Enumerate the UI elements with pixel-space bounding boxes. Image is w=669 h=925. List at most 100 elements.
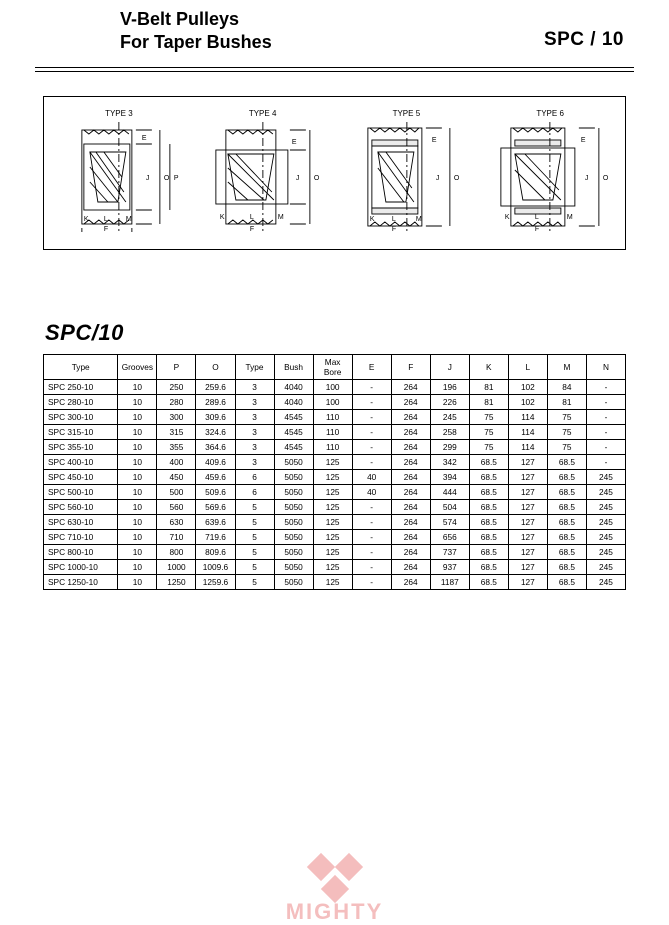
table-cell: 10: [118, 440, 157, 455]
table-cell: 68.5: [547, 470, 586, 485]
table-cell: 10: [118, 560, 157, 575]
dim-l: L: [535, 214, 539, 221]
table-cell: 125: [313, 500, 352, 515]
table-cell: -: [352, 455, 391, 470]
col-header: Grooves: [118, 355, 157, 380]
table-cell: 81: [547, 395, 586, 410]
table-cell: 355: [157, 440, 196, 455]
table-cell: 264: [391, 410, 430, 425]
table-cell: 1009.6: [196, 560, 235, 575]
table-cell: -: [352, 515, 391, 530]
dim-k: K: [84, 216, 89, 223]
table-cell: SPC 355-10: [44, 440, 118, 455]
table-cell: SPC 800-10: [44, 545, 118, 560]
table-cell: 264: [391, 440, 430, 455]
table-cell: 264: [391, 485, 430, 500]
table-cell: 245: [586, 575, 625, 590]
table-cell: 5050: [274, 530, 313, 545]
pulley-diagram-type3: E O P J K L M F: [50, 122, 188, 232]
dim-o: O: [314, 175, 320, 182]
dim-e: E: [431, 137, 436, 144]
page-code: SPC / 10: [544, 29, 624, 53]
table-cell: 444: [430, 485, 469, 500]
table-cell: 245: [586, 515, 625, 530]
dim-p: P: [174, 175, 179, 182]
table-cell: 81: [469, 380, 508, 395]
table-cell: 110: [313, 410, 352, 425]
table-cell: 10: [118, 485, 157, 500]
table-cell: 245: [586, 560, 625, 575]
table-cell: 6: [235, 485, 274, 500]
spec-table: TypeGroovesPOTypeBushMaxBoreEFJKLMN SPC …: [43, 354, 626, 590]
col-header: P: [157, 355, 196, 380]
dim-m: M: [415, 216, 421, 223]
table-cell: SPC 450-10: [44, 470, 118, 485]
table-cell: SPC 710-10: [44, 530, 118, 545]
table-cell: 245: [586, 485, 625, 500]
table-row: SPC 1000-101010001009.655050125-26493768…: [44, 560, 626, 575]
table-cell: -: [352, 380, 391, 395]
table-cell: 504: [430, 500, 469, 515]
table-cell: 5050: [274, 455, 313, 470]
page-title: V-Belt Pulleys For Taper Bushes: [120, 8, 272, 53]
table-cell: 10: [118, 470, 157, 485]
table-cell: 68.5: [547, 455, 586, 470]
table-cell: 5: [235, 560, 274, 575]
table-cell: 5050: [274, 485, 313, 500]
table-cell: 5050: [274, 500, 313, 515]
section-title: SPC/10: [45, 320, 634, 346]
table-cell: 110: [313, 425, 352, 440]
table-cell: 114: [508, 440, 547, 455]
col-header: F: [391, 355, 430, 380]
pulley-diagram-type6: E O J K L M F: [481, 122, 619, 232]
table-row: SPC 300-1010300309.634545110-26424575114…: [44, 410, 626, 425]
table-cell: 68.5: [469, 515, 508, 530]
table-cell: 364.6: [196, 440, 235, 455]
table-cell: 125: [313, 455, 352, 470]
table-cell: 289.6: [196, 395, 235, 410]
table-cell: 68.5: [469, 560, 508, 575]
dim-o: O: [164, 175, 170, 182]
table-cell: 394: [430, 470, 469, 485]
table-cell: 264: [391, 500, 430, 515]
table-cell: 342: [430, 455, 469, 470]
table-cell: 560: [157, 500, 196, 515]
table-cell: 5050: [274, 560, 313, 575]
table-cell: 1187: [430, 575, 469, 590]
table-cell: 719.6: [196, 530, 235, 545]
dim-l: L: [391, 216, 395, 223]
table-cell: 125: [313, 470, 352, 485]
table-cell: 125: [313, 515, 352, 530]
table-cell: 226: [430, 395, 469, 410]
table-cell: 264: [391, 470, 430, 485]
dim-e: E: [142, 135, 147, 142]
table-cell: 75: [469, 410, 508, 425]
table-cell: 10: [118, 500, 157, 515]
table-cell: 569.6: [196, 500, 235, 515]
table-cell: 800: [157, 545, 196, 560]
table-cell: 125: [313, 485, 352, 500]
dim-l: L: [104, 216, 108, 223]
table-cell: 710: [157, 530, 196, 545]
table-cell: 264: [391, 530, 430, 545]
diagram-cell-2: TYPE 4 E O J K L M F: [194, 109, 332, 237]
table-cell: 264: [391, 575, 430, 590]
table-cell: 264: [391, 560, 430, 575]
diagram-label-1: TYPE 3: [50, 109, 188, 118]
table-wrap: MIGHTY TypeGroovesPOTypeBushMaxBoreEFJKL…: [43, 354, 626, 590]
title-line-2: For Taper Bushes: [120, 31, 272, 54]
dim-e: E: [292, 139, 297, 146]
dim-j: J: [585, 175, 589, 182]
table-cell: 84: [547, 380, 586, 395]
table-cell: SPC 560-10: [44, 500, 118, 515]
table-header-row: TypeGroovesPOTypeBushMaxBoreEFJKLMN: [44, 355, 626, 380]
table-cell: SPC 315-10: [44, 425, 118, 440]
diagram-cell-4: TYPE 6 E O J K L M F: [481, 109, 619, 237]
table-cell: 3: [235, 455, 274, 470]
table-cell: 127: [508, 455, 547, 470]
col-header: L: [508, 355, 547, 380]
table-cell: 737: [430, 545, 469, 560]
table-cell: 10: [118, 530, 157, 545]
table-cell: 656: [430, 530, 469, 545]
dim-j: J: [435, 175, 439, 182]
